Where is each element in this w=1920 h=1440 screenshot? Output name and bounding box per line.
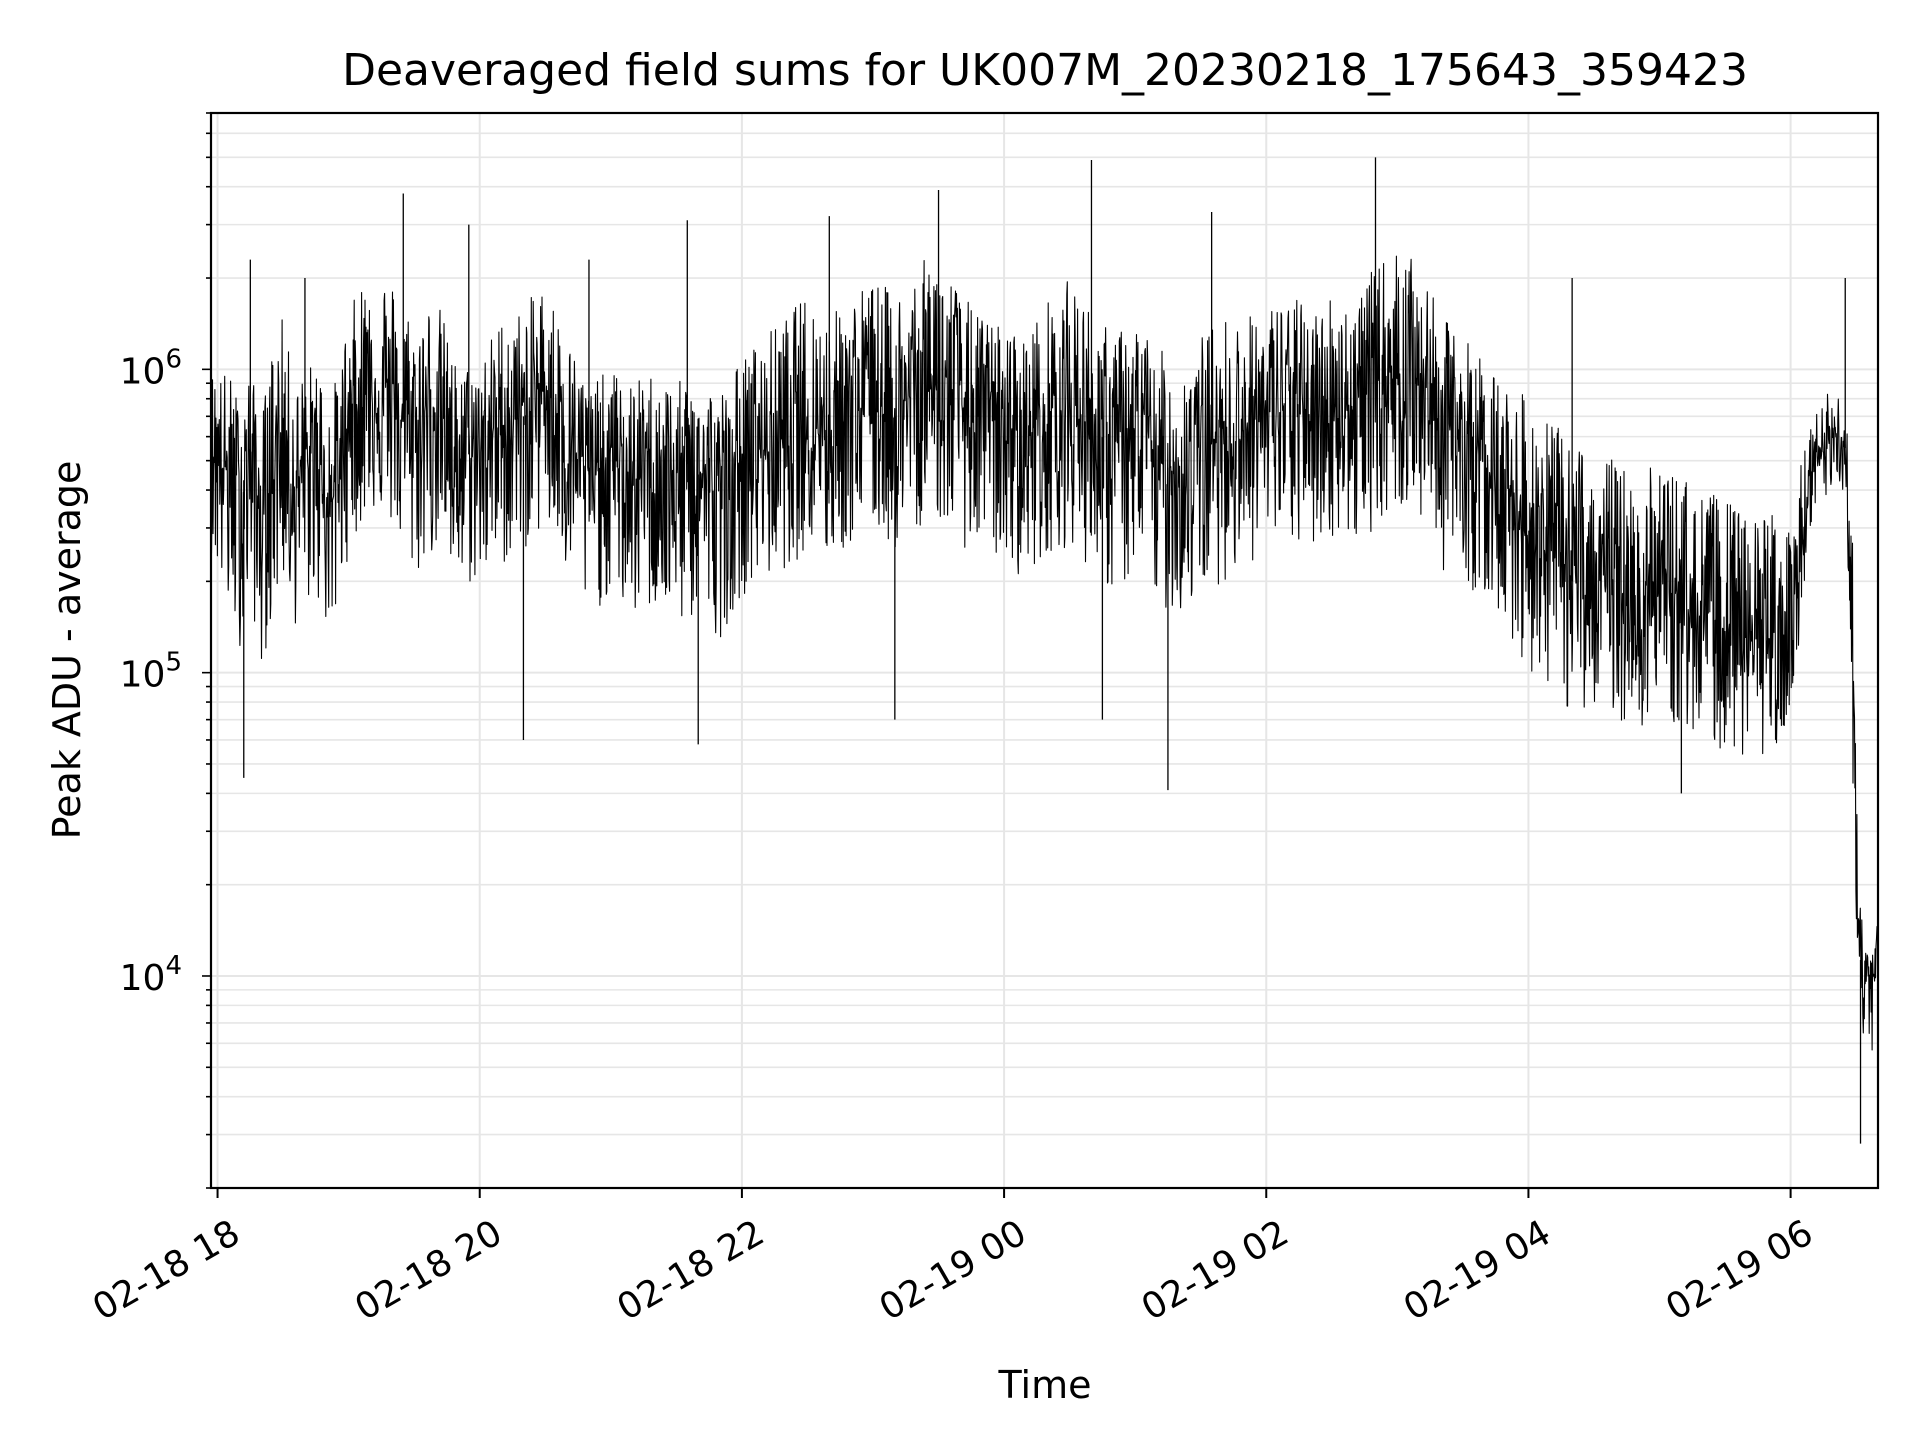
x-tick-label: 02-18 22 bbox=[611, 1212, 772, 1328]
x-tick-label: 02-19 04 bbox=[1397, 1212, 1558, 1328]
plot-frame bbox=[209, 111, 1880, 1190]
chart-title: Deaveraged field sums for UK007M_2023021… bbox=[342, 45, 1748, 96]
x-tick-label: 02-18 20 bbox=[348, 1212, 509, 1328]
x-tick-label: 02-19 06 bbox=[1659, 1212, 1820, 1328]
x-tick-label: 02-18 18 bbox=[86, 1212, 247, 1328]
data-series bbox=[210, 157, 1879, 1144]
x-axis-label: Time bbox=[998, 1363, 1092, 1407]
y-axis-label: Peak ADU - average bbox=[45, 461, 89, 840]
x-tick-label: 02-19 00 bbox=[873, 1212, 1034, 1328]
y-tick-label: 105 bbox=[120, 648, 182, 696]
grid bbox=[211, 112, 1878, 1189]
axis-ticks: 02-18 18 02-18 20 02-18 22 02-19 00 02-19 02… bbox=[86, 112, 1820, 1329]
data-line bbox=[210, 255, 1879, 1051]
x-tick-label: 02-19 02 bbox=[1135, 1212, 1296, 1328]
y-tick-label: 106 bbox=[120, 344, 182, 392]
y-tick-label: 104 bbox=[120, 951, 182, 999]
